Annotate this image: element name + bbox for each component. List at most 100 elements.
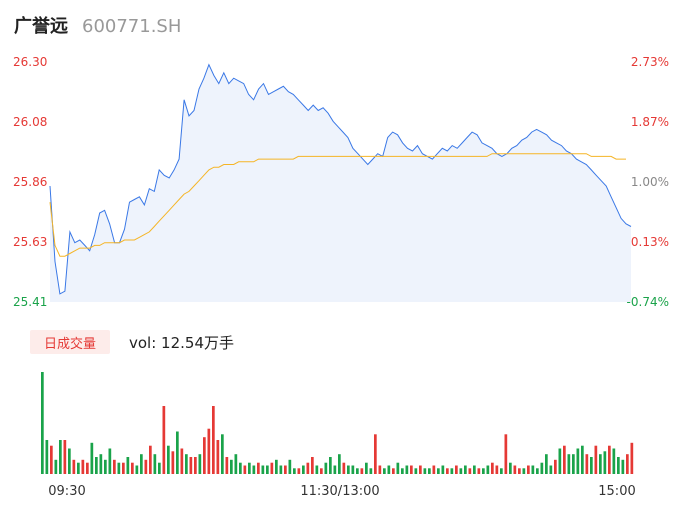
volume-bar — [207, 428, 211, 474]
volume-bar — [315, 465, 319, 474]
volume-bar — [324, 462, 328, 474]
volume-bar — [536, 468, 539, 474]
volume-bar — [567, 454, 571, 474]
volume-tag: 日成交量 — [30, 330, 110, 354]
volume-bar — [527, 465, 530, 474]
volume-bar — [284, 465, 287, 474]
volume-bar — [626, 454, 629, 474]
volume-bar — [243, 465, 247, 474]
volume-bar — [599, 454, 602, 474]
volume-bar — [360, 468, 364, 474]
volume-bar — [410, 465, 413, 474]
volume-bar — [68, 448, 71, 474]
volume-bar — [234, 454, 238, 474]
volume-bar — [320, 468, 323, 474]
x-axis-tick-midday: 11:30/13:00 — [300, 484, 379, 499]
volume-bar — [95, 457, 98, 474]
volume-bar — [86, 462, 89, 474]
volume-bar — [176, 431, 179, 474]
volume-bar — [441, 465, 445, 474]
y-axis-right-label: 2.73% — [631, 55, 669, 69]
volume-bar — [500, 468, 503, 474]
volume-bar — [99, 454, 103, 474]
volume-bar — [333, 465, 337, 474]
volume-bar — [545, 454, 548, 474]
volume-bar — [396, 462, 400, 474]
volume-bar — [135, 465, 139, 474]
volume-bar — [293, 468, 296, 474]
volume-bar — [405, 465, 409, 474]
volume-bar — [257, 462, 260, 474]
volume-bar — [486, 465, 490, 474]
volume-bar — [158, 462, 161, 474]
volume-bar — [149, 445, 152, 474]
volume-bar — [432, 465, 436, 474]
volume-bar — [347, 465, 350, 474]
stock-header: 广誉远 600771.SH — [14, 12, 181, 40]
volume-bar — [131, 462, 134, 474]
volume-bar — [554, 459, 557, 474]
volume-bar — [122, 462, 125, 474]
y-axis-left-label: 25.41 — [13, 295, 47, 309]
volume-bar — [617, 457, 620, 474]
volume-bar — [140, 454, 143, 474]
volume-bar — [549, 465, 553, 474]
volume-total-label: vol: 12.54万手 — [129, 334, 234, 352]
volume-bar — [450, 468, 454, 474]
volume-bar — [387, 465, 391, 474]
volume-bar — [522, 468, 526, 474]
volume-bar — [302, 465, 305, 474]
volume-bar — [266, 465, 269, 474]
volume-bar — [252, 465, 256, 474]
volume-bar — [540, 462, 544, 474]
volume-bar — [162, 406, 166, 474]
volume-bar — [351, 465, 355, 474]
volume-bar — [297, 468, 301, 474]
volume-bar — [437, 468, 440, 474]
volume-bar — [482, 468, 485, 474]
volume-bar — [392, 468, 395, 474]
volume-bar — [581, 445, 584, 474]
volume-bar — [419, 465, 422, 474]
volume-bar — [455, 465, 458, 474]
volume-bar — [41, 372, 44, 474]
volume-bar — [356, 468, 359, 474]
volume-bar — [594, 445, 598, 474]
volume-bar — [477, 468, 481, 474]
volume-bar — [576, 448, 580, 474]
volume-bar — [167, 445, 170, 474]
volume-bar — [495, 465, 499, 474]
y-axis-right-label: -0.74% — [627, 295, 669, 309]
volume-bar — [468, 468, 472, 474]
volume-bar — [603, 451, 607, 474]
volume-bar — [194, 457, 197, 474]
volume-bar — [612, 448, 616, 474]
y-axis-left-label: 25.63 — [13, 235, 47, 249]
volume-bar — [423, 468, 427, 474]
volume-bar — [509, 462, 512, 474]
volume-bar — [59, 440, 62, 474]
volume-bar — [585, 454, 589, 474]
volume-bar — [374, 434, 377, 474]
volume-bar — [113, 459, 116, 474]
volume-bar — [117, 462, 121, 474]
volume-bar — [221, 434, 224, 474]
volume-bar — [401, 468, 404, 474]
volume-bar — [54, 459, 58, 474]
volume-bar — [378, 465, 382, 474]
volume-bar — [338, 454, 341, 474]
volume-bar — [369, 468, 373, 474]
stock-code: 600771.SH — [82, 16, 182, 37]
volume-bar — [81, 459, 85, 474]
volume-bar — [563, 445, 566, 474]
volume-bar — [198, 454, 202, 474]
price-area — [50, 64, 631, 302]
volume-bar — [63, 440, 67, 474]
average-price-line — [49, 153, 626, 257]
volume-bar — [270, 462, 274, 474]
y-axis-right-label: 0.13% — [631, 235, 669, 249]
volume-bar — [239, 462, 242, 474]
volume-bar — [180, 448, 184, 474]
